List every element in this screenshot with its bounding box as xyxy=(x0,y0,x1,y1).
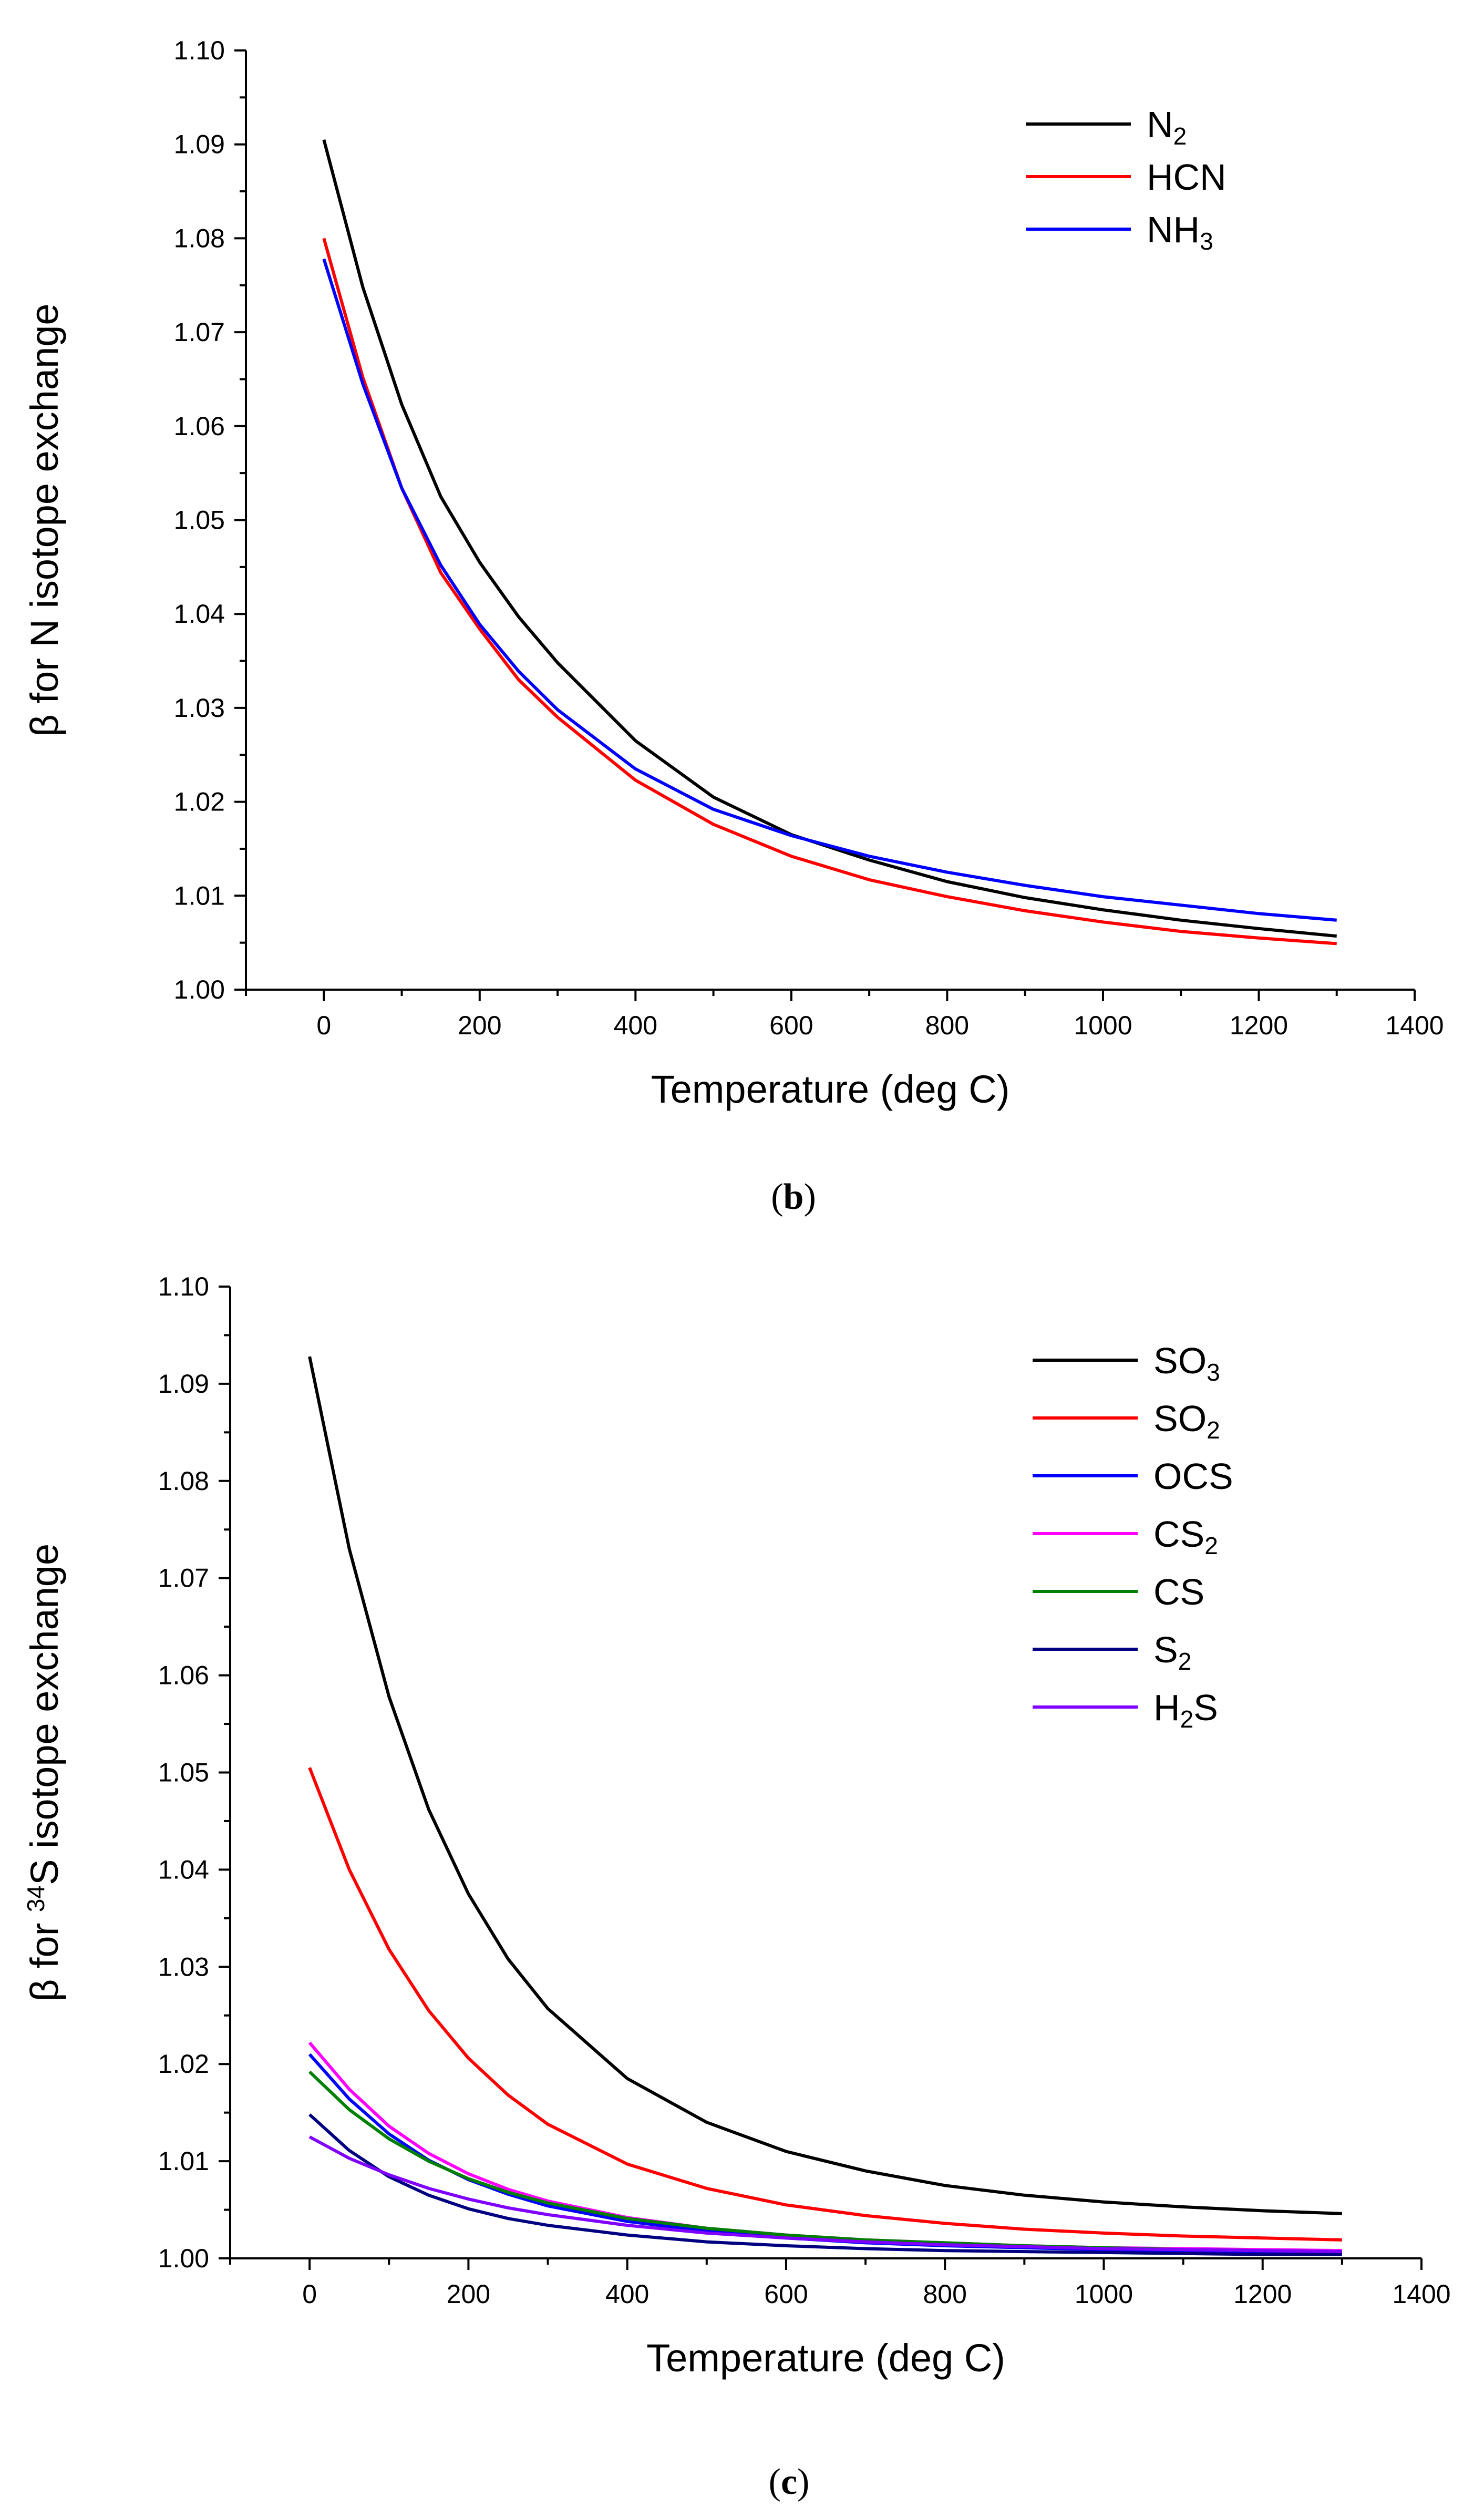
x-tick-label: 800 xyxy=(925,1011,969,1040)
y-tick-label: 1.03 xyxy=(174,693,225,723)
legend-label-n2: N2 xyxy=(1147,104,1187,150)
x-tick-label: 600 xyxy=(764,2279,808,2309)
x-tick-label: 800 xyxy=(923,2279,966,2309)
chart-panel-b: 1.00 1.01 1.02 1.03 1.04 1.05 1.06 1.07 1.08 1.09… xyxy=(23,36,1444,1217)
x-tick-label: 1400 xyxy=(1385,1011,1444,1040)
y-tick-label: 1.07 xyxy=(158,1564,209,1593)
series-line-so2 xyxy=(308,1767,1342,2242)
series-line-nh3 xyxy=(322,258,1337,922)
series-line-so3 xyxy=(308,1356,1343,2215)
x-tick-label: 1000 xyxy=(1075,2279,1133,2309)
series-line-cs2 xyxy=(308,2041,1342,2253)
legend-label-text: HCN xyxy=(1147,157,1227,198)
y-axis-title: β for 34S isotope exchange xyxy=(22,1544,66,2001)
x-tick-label: 1200 xyxy=(1233,2279,1292,2309)
y-tick-label: 1.10 xyxy=(158,1272,209,1301)
y-tick-label: 1.00 xyxy=(174,975,225,1004)
y-tick-label: 1.01 xyxy=(158,2146,209,2176)
y-tick-label: 1.03 xyxy=(158,1952,209,1981)
x-axis-title: Temperature (deg C) xyxy=(646,2336,1005,2380)
y-tick-label: 1.05 xyxy=(158,1758,209,1787)
legend-label-text: NH xyxy=(1147,209,1200,250)
legend-label-s2: S2 xyxy=(1153,1629,1191,1675)
legend-label-subscript: 3 xyxy=(1207,1359,1220,1386)
caption-paren: ) xyxy=(797,2462,809,2502)
caption-paren: ( xyxy=(771,1177,783,1217)
y-tick-label: 1.10 xyxy=(174,36,225,65)
x-tick-label: 400 xyxy=(614,1011,657,1040)
legend-label-ocs: OCS xyxy=(1153,1456,1233,1497)
y-tick-label: 1.08 xyxy=(174,223,225,253)
y-tick-label: 1.08 xyxy=(158,1466,209,1496)
legend-label-cs: CS xyxy=(1153,1571,1204,1612)
y-tick-label: 1.07 xyxy=(174,317,225,347)
y-tick-label: 1.04 xyxy=(174,599,225,629)
legend-label-nh3: NH3 xyxy=(1147,209,1213,255)
series-line-h2s xyxy=(308,2135,1342,2254)
x-tick-label: 200 xyxy=(447,2279,490,2309)
legend-label-text: CS xyxy=(1153,1514,1204,1555)
legend-label-subscript: 2 xyxy=(1204,1532,1218,1559)
x-tick-label: 1400 xyxy=(1392,2279,1450,2309)
x-tick-label: 0 xyxy=(316,1011,331,1040)
y-tick-label: 1.09 xyxy=(158,1369,209,1399)
series-line-hcn xyxy=(322,238,1337,945)
y-tick-label: 1.00 xyxy=(158,2244,209,2273)
legend-label-text: N xyxy=(1147,104,1173,145)
legend-label-subscript: 2 xyxy=(1178,1648,1192,1675)
y-axis-title-part: β for xyxy=(23,1912,66,2001)
x-tick-label: 1000 xyxy=(1074,1011,1132,1040)
x-tick-label: 200 xyxy=(458,1011,501,1040)
x-axis-title: Temperature (deg C) xyxy=(651,1067,1010,1111)
caption-letter: b xyxy=(784,1177,804,1217)
y-axis-title: β for N isotope exchange xyxy=(23,303,66,736)
legend-label-text: H xyxy=(1153,1687,1180,1728)
y-tick-label: 1.06 xyxy=(158,1661,209,1690)
panel-caption: (b) xyxy=(771,1177,816,1217)
legend-label-cs2: CS2 xyxy=(1153,1514,1218,1559)
legend-label-text: SO xyxy=(1153,1340,1207,1381)
y-tick-label: 1.09 xyxy=(174,130,225,159)
y-tick-label: 1.02 xyxy=(158,2049,209,2079)
legend-label-h2s: H2S xyxy=(1153,1687,1218,1733)
chart-panel-c: 1.00 1.01 1.02 1.03 1.04 1.05 1.06 1.07 1.08 1.09… xyxy=(22,1272,1451,2502)
y-axis-title-part: S isotope exchange xyxy=(23,1544,66,1885)
legend-label-so3: SO3 xyxy=(1153,1340,1220,1386)
panel-caption: (c) xyxy=(769,2462,810,2502)
x-tick-label: 0 xyxy=(302,2279,317,2309)
y-tick-label: 1.02 xyxy=(174,787,225,817)
legend-label-text: CS xyxy=(1153,1571,1204,1612)
caption-paren: ) xyxy=(803,1177,816,1217)
y-tick-label: 1.05 xyxy=(174,506,225,535)
legend-label-text: SO xyxy=(1153,1398,1207,1439)
series-line-s2 xyxy=(308,2113,1342,2256)
legend-label-text: S xyxy=(1193,1687,1218,1728)
legend-label-so2: SO2 xyxy=(1153,1398,1220,1444)
legend-label-subscript: 3 xyxy=(1200,228,1213,255)
x-tick-label: 1200 xyxy=(1230,1011,1288,1040)
legend-label-subscript: 2 xyxy=(1173,122,1187,150)
legend-label-subscript: 2 xyxy=(1180,1705,1194,1733)
series-line-n2 xyxy=(322,139,1337,938)
legend-label-hcn: HCN xyxy=(1147,157,1227,198)
legend-label-text: OCS xyxy=(1153,1456,1233,1497)
caption-paren: ( xyxy=(769,2462,781,2502)
y-tick-label: 1.06 xyxy=(174,412,225,441)
legend-label-text: S xyxy=(1153,1629,1178,1670)
x-tick-label: 600 xyxy=(769,1011,813,1040)
y-axis-title-superscript: 34 xyxy=(22,1885,49,1912)
legend-label-subscript: 2 xyxy=(1207,1416,1220,1444)
x-tick-label: 400 xyxy=(605,2279,649,2309)
y-tick-label: 1.04 xyxy=(158,1855,209,1884)
caption-letter: c xyxy=(781,2462,797,2502)
y-tick-label: 1.01 xyxy=(174,881,225,910)
series-line-ocs xyxy=(308,2053,1342,2254)
